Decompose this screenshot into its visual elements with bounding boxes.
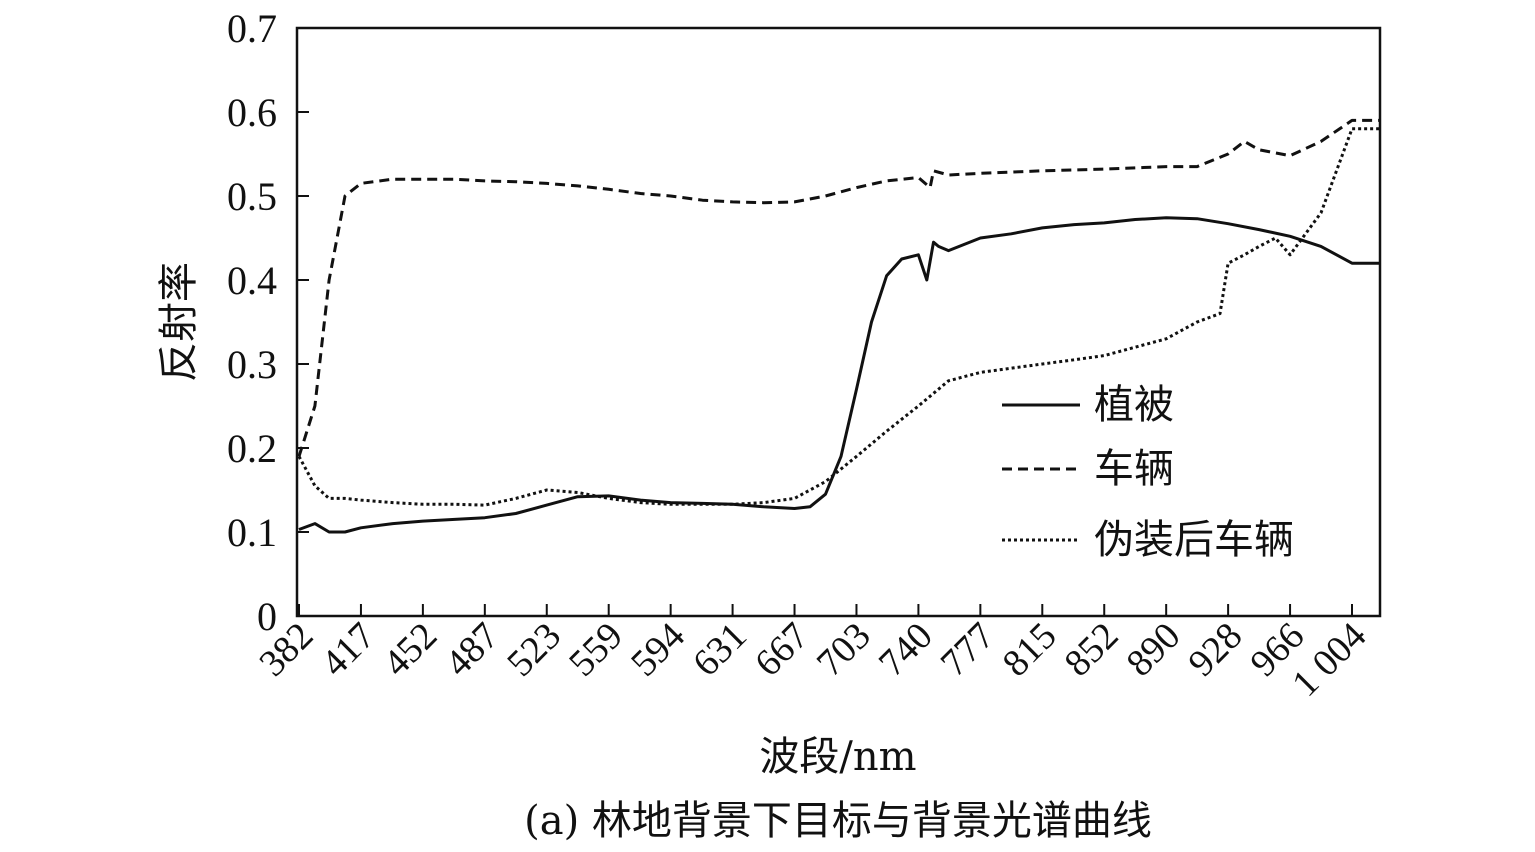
y-axis-title: 反射率: [156, 262, 202, 382]
x-tick-label: 631: [685, 615, 755, 685]
legend-label-vegetation: 植被: [1094, 382, 1174, 428]
x-tick-label: 777: [933, 615, 1003, 685]
x-tick-label: 890: [1119, 615, 1189, 685]
y-tick-label: 0.7: [227, 6, 277, 51]
x-tick-label: 667: [747, 615, 817, 685]
series-line-dashed: [297, 118, 1380, 457]
y-tick-label: 0.6: [227, 90, 277, 135]
legend-label-vehicle: 车辆: [1094, 446, 1174, 492]
x-tick-label: 559: [561, 615, 631, 685]
figure-caption: (a) 林地背景下目标与背景光谱曲线: [524, 798, 1152, 844]
x-tick-label: 523: [499, 615, 569, 685]
x-axis-ticks: 3824174524875235595946316677037407778158…: [251, 604, 1374, 705]
x-tick-label: 487: [437, 615, 507, 685]
y-axis-ticks: 0 0.1 0.2 0.3 0.4 0.5 0.6 0.7: [227, 6, 309, 639]
y-tick-label: 0.1: [227, 510, 277, 555]
y-tick-label: 0.5: [227, 174, 277, 219]
x-tick-label: 452: [375, 615, 445, 685]
x-tick-label: 703: [809, 615, 879, 685]
legend: 植被 车辆 伪装后车辆: [1002, 382, 1294, 563]
x-tick-label: 740: [871, 615, 941, 685]
x-tick-label: 1 004: [1284, 615, 1374, 705]
x-tick-label: 928: [1180, 615, 1250, 685]
series-line-dotted: [297, 127, 1380, 507]
y-tick-label: 0.4: [227, 258, 277, 303]
plot-frame: [295, 26, 1382, 618]
legend-label-camouflaged-vehicle: 伪装后车辆: [1094, 517, 1294, 563]
x-tick-label: 815: [995, 615, 1065, 685]
x-axis-title: 波段/nm: [759, 734, 916, 780]
series-layer: [297, 118, 1380, 534]
y-tick-label: 0.2: [227, 426, 277, 471]
series-line-solid: [298, 216, 1380, 534]
x-tick-label: 417: [313, 615, 383, 685]
y-tick-label: 0: [257, 594, 277, 639]
x-tick-label: 852: [1057, 615, 1127, 685]
y-tick-label: 0.3: [227, 342, 277, 387]
x-tick-label: 594: [623, 615, 693, 685]
